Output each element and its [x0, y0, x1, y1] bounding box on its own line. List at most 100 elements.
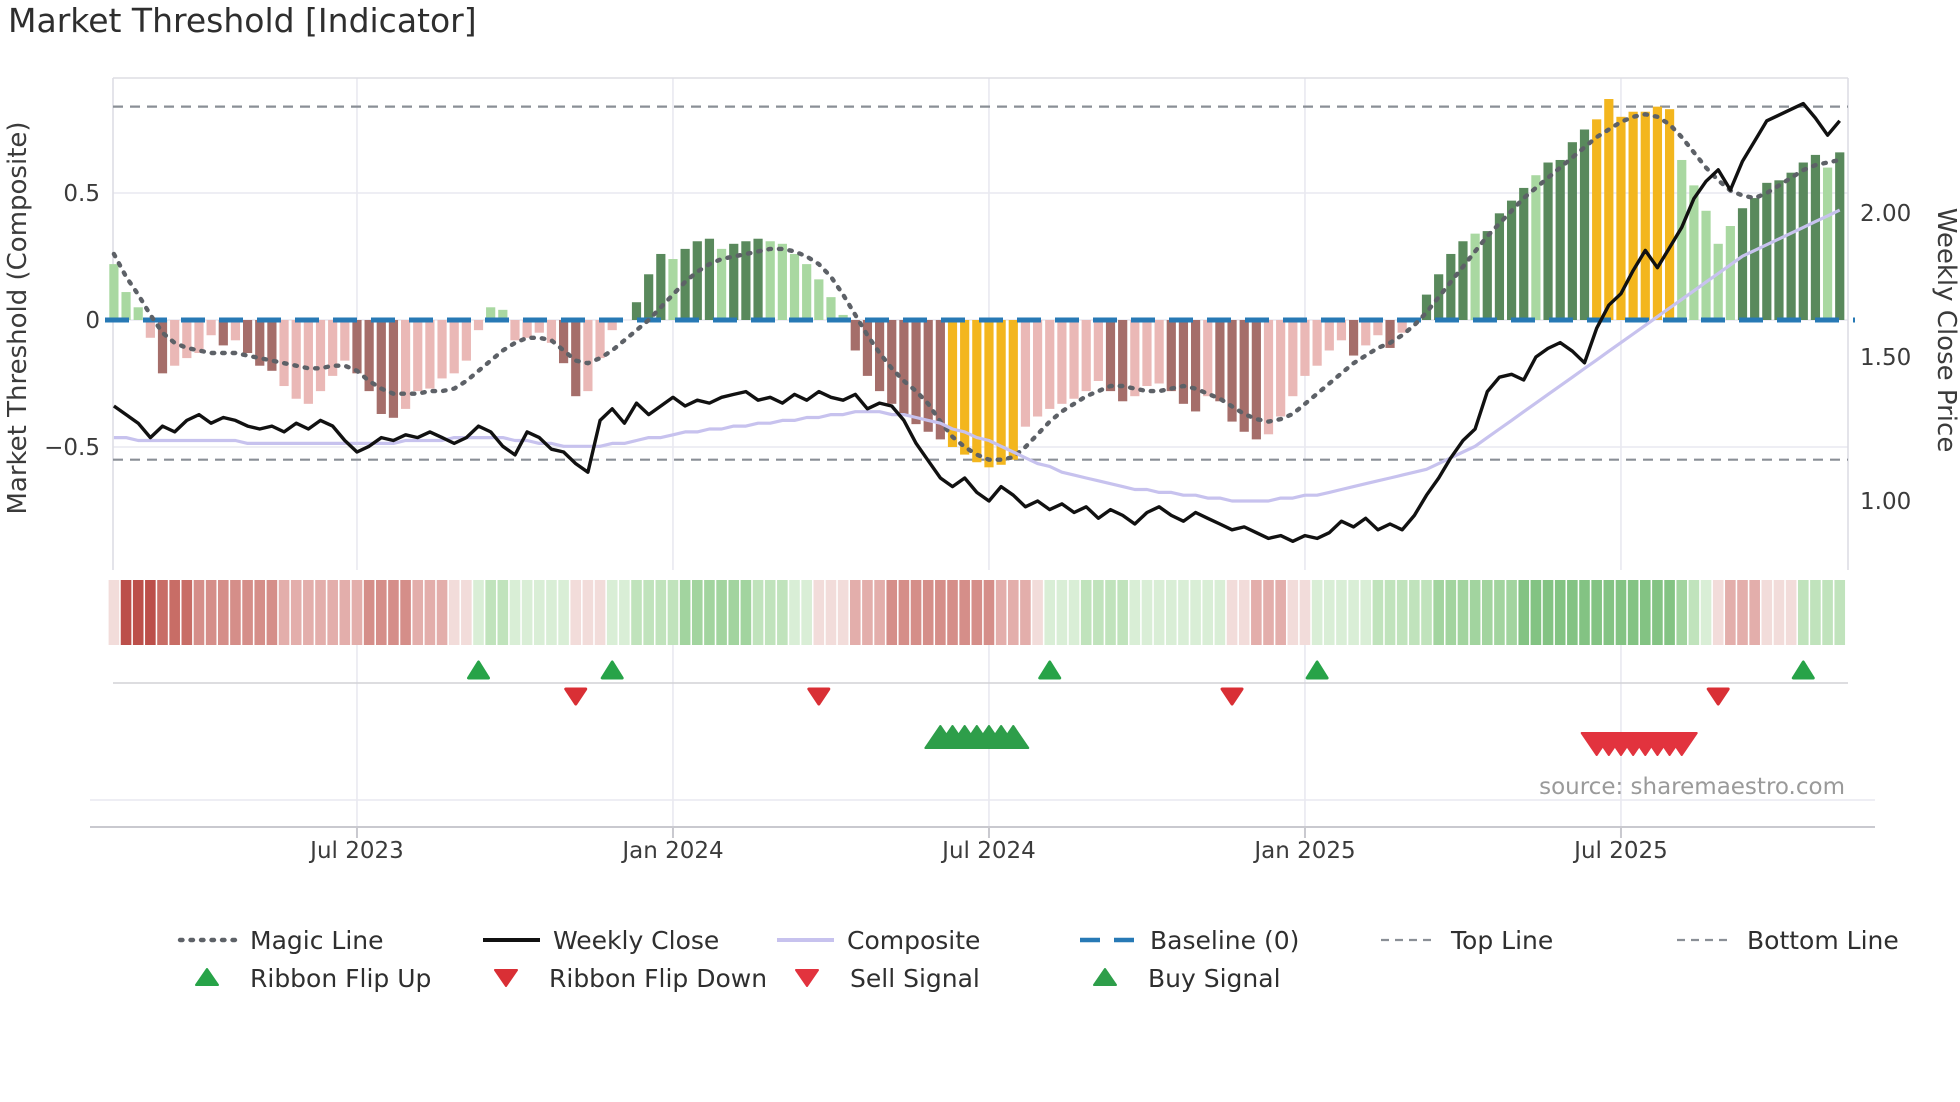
composite-bar-light-red	[1300, 320, 1310, 376]
composite-bar-dark-red	[862, 320, 873, 376]
magic-line	[111, 112, 1842, 462]
ribbon-cell-green	[1117, 580, 1128, 645]
legend-item-ribbon-flip-up[interactable]: Ribbon Flip Up	[195, 964, 431, 993]
ribbon-cell-red	[388, 580, 399, 645]
ribbon-cell-green	[1810, 580, 1821, 645]
right-tick-label: 1.50	[1860, 345, 1911, 371]
ribbon-cell-red	[1238, 580, 1250, 645]
legend-label: Ribbon Flip Up	[250, 964, 431, 993]
ribbon-cell-red	[290, 580, 302, 645]
legend-label: Buy Signal	[1148, 964, 1281, 993]
composite-bar-dark-green	[1786, 172, 1796, 320]
legend-item-weekly-close[interactable]: Weekly Close	[483, 926, 719, 955]
ribbon-cell-green	[558, 580, 569, 645]
legend-item-composite[interactable]: Composite	[777, 926, 980, 955]
ribbon-cell-green	[1141, 580, 1153, 645]
composite-bar-dark-green	[692, 241, 702, 320]
composite-bar-yellow	[1604, 99, 1614, 321]
composite-bar-dark-red	[923, 320, 933, 432]
composite-bar-dark-green	[644, 274, 654, 320]
ribbon-cell-green	[1603, 580, 1615, 645]
composite-bar-light-red	[1093, 320, 1103, 381]
composite-bar-yellow	[984, 320, 994, 468]
ribbon-flip-up-marker	[1791, 660, 1815, 680]
legend-item-bottom-line[interactable]: Bottom Line	[1677, 926, 1899, 955]
ribbon-cell-green	[1542, 580, 1554, 645]
composite-bar-light-red	[1336, 320, 1347, 341]
ribbon-cell-red	[315, 580, 326, 645]
ribbon-cell-red	[436, 580, 448, 645]
composite-bar-light-green	[1470, 233, 1480, 320]
ribbon-cell-red	[157, 580, 168, 645]
composite-bar-light-red	[328, 320, 338, 376]
ribbon-cell-red	[1712, 580, 1724, 645]
ribbon-cell-green	[777, 580, 788, 645]
ribbon-cell-green	[1396, 580, 1408, 645]
ribbon-cell-red	[886, 580, 898, 645]
composite-bar-light-red	[595, 320, 605, 359]
ribbon-cell-green	[1627, 580, 1639, 645]
triangle-down-swatch	[795, 969, 819, 987]
triangle-up-swatch	[1093, 968, 1117, 986]
legend-item-top-line[interactable]: Top Line	[1381, 926, 1553, 955]
ribbon-cell-red	[132, 580, 144, 645]
ribbon-cell-red	[230, 580, 241, 645]
composite-bar-yellow	[1640, 111, 1650, 320]
composite-bar-light-green	[133, 307, 143, 320]
ribbon-cell-green	[728, 580, 740, 645]
ribbon-cell-red	[983, 580, 995, 645]
ribbon-cell-green	[1639, 580, 1651, 645]
x-tick-label: Jan 2024	[620, 838, 723, 864]
ribbon-cell-green	[509, 580, 521, 645]
legend-item-magic-line[interactable]: Magic Line	[177, 926, 384, 955]
legend-label: Magic Line	[250, 926, 384, 955]
ribbon-cell-green	[1165, 580, 1177, 645]
ribbon-cell-red	[461, 580, 472, 645]
composite-bar-light-red	[145, 320, 155, 338]
left-tick-label: −0.5	[44, 435, 100, 461]
signal-markers-layer	[467, 660, 1815, 756]
ribbon-cell-red	[193, 580, 205, 645]
legend-item-buy-signal[interactable]: Buy Signal	[1093, 964, 1281, 993]
composite-bar-light-red	[279, 320, 289, 387]
composite-bar-light-red	[1154, 320, 1164, 384]
composite-bar-light-red	[303, 320, 313, 404]
composite-bar-dark-green	[753, 238, 763, 320]
ribbon-cell-red	[959, 580, 970, 645]
ribbon-cell-red	[1773, 580, 1785, 645]
ribbon-cell-red	[1263, 580, 1274, 645]
ribbon-cell-green	[1178, 580, 1189, 645]
y-axis-layer: 0.5 0 −0.5 2.00 1.50 1.00	[44, 181, 1911, 515]
legend-item-baseline-0-[interactable]: Baseline (0)	[1080, 926, 1299, 955]
legend: Magic Line Weekly Close Composite Baseline …	[177, 926, 1899, 993]
composite-bar-yellow	[1652, 106, 1663, 320]
composite-bar-light-green	[1689, 185, 1699, 320]
ribbon-cell-green	[1652, 580, 1663, 645]
composite-bar-light-red	[1045, 320, 1055, 409]
ribbon-cell-red	[278, 580, 290, 645]
composite-bar-dark-red	[850, 320, 860, 351]
composite-bar-dark-red	[1118, 320, 1128, 402]
ribbon-flip-down-marker	[807, 687, 831, 706]
ribbon-cell-green	[764, 580, 776, 645]
ribbon-cell-green	[1153, 580, 1165, 645]
legend-item-ribbon-flip-down[interactable]: Ribbon Flip Down	[494, 964, 767, 993]
buy-signal-marker	[997, 725, 1030, 749]
composite-bar-dark-red	[887, 320, 897, 404]
ribbon-cell-green	[1384, 580, 1396, 645]
ribbon-cell-red	[1785, 580, 1797, 645]
ribbon-cell-red	[922, 580, 934, 645]
composite-bar-dark-red	[1190, 320, 1201, 412]
composite-bar-yellow	[1664, 109, 1675, 321]
composite-bar-dark-green	[1543, 162, 1553, 320]
legend-item-sell-signal[interactable]: Sell Signal	[795, 964, 980, 993]
ribbon-cell-red	[181, 580, 193, 645]
ribbon-cell-red	[145, 580, 156, 645]
composite-bar-dark-red	[899, 320, 909, 414]
composite-bar-light-red	[340, 320, 350, 361]
composite-bar-light-red	[1069, 320, 1079, 399]
composite-bar-light-red	[413, 320, 423, 392]
composite-bar-light-green	[109, 264, 119, 320]
ribbon-cell-red	[971, 580, 983, 645]
ribbon-cell-green	[1421, 580, 1432, 645]
